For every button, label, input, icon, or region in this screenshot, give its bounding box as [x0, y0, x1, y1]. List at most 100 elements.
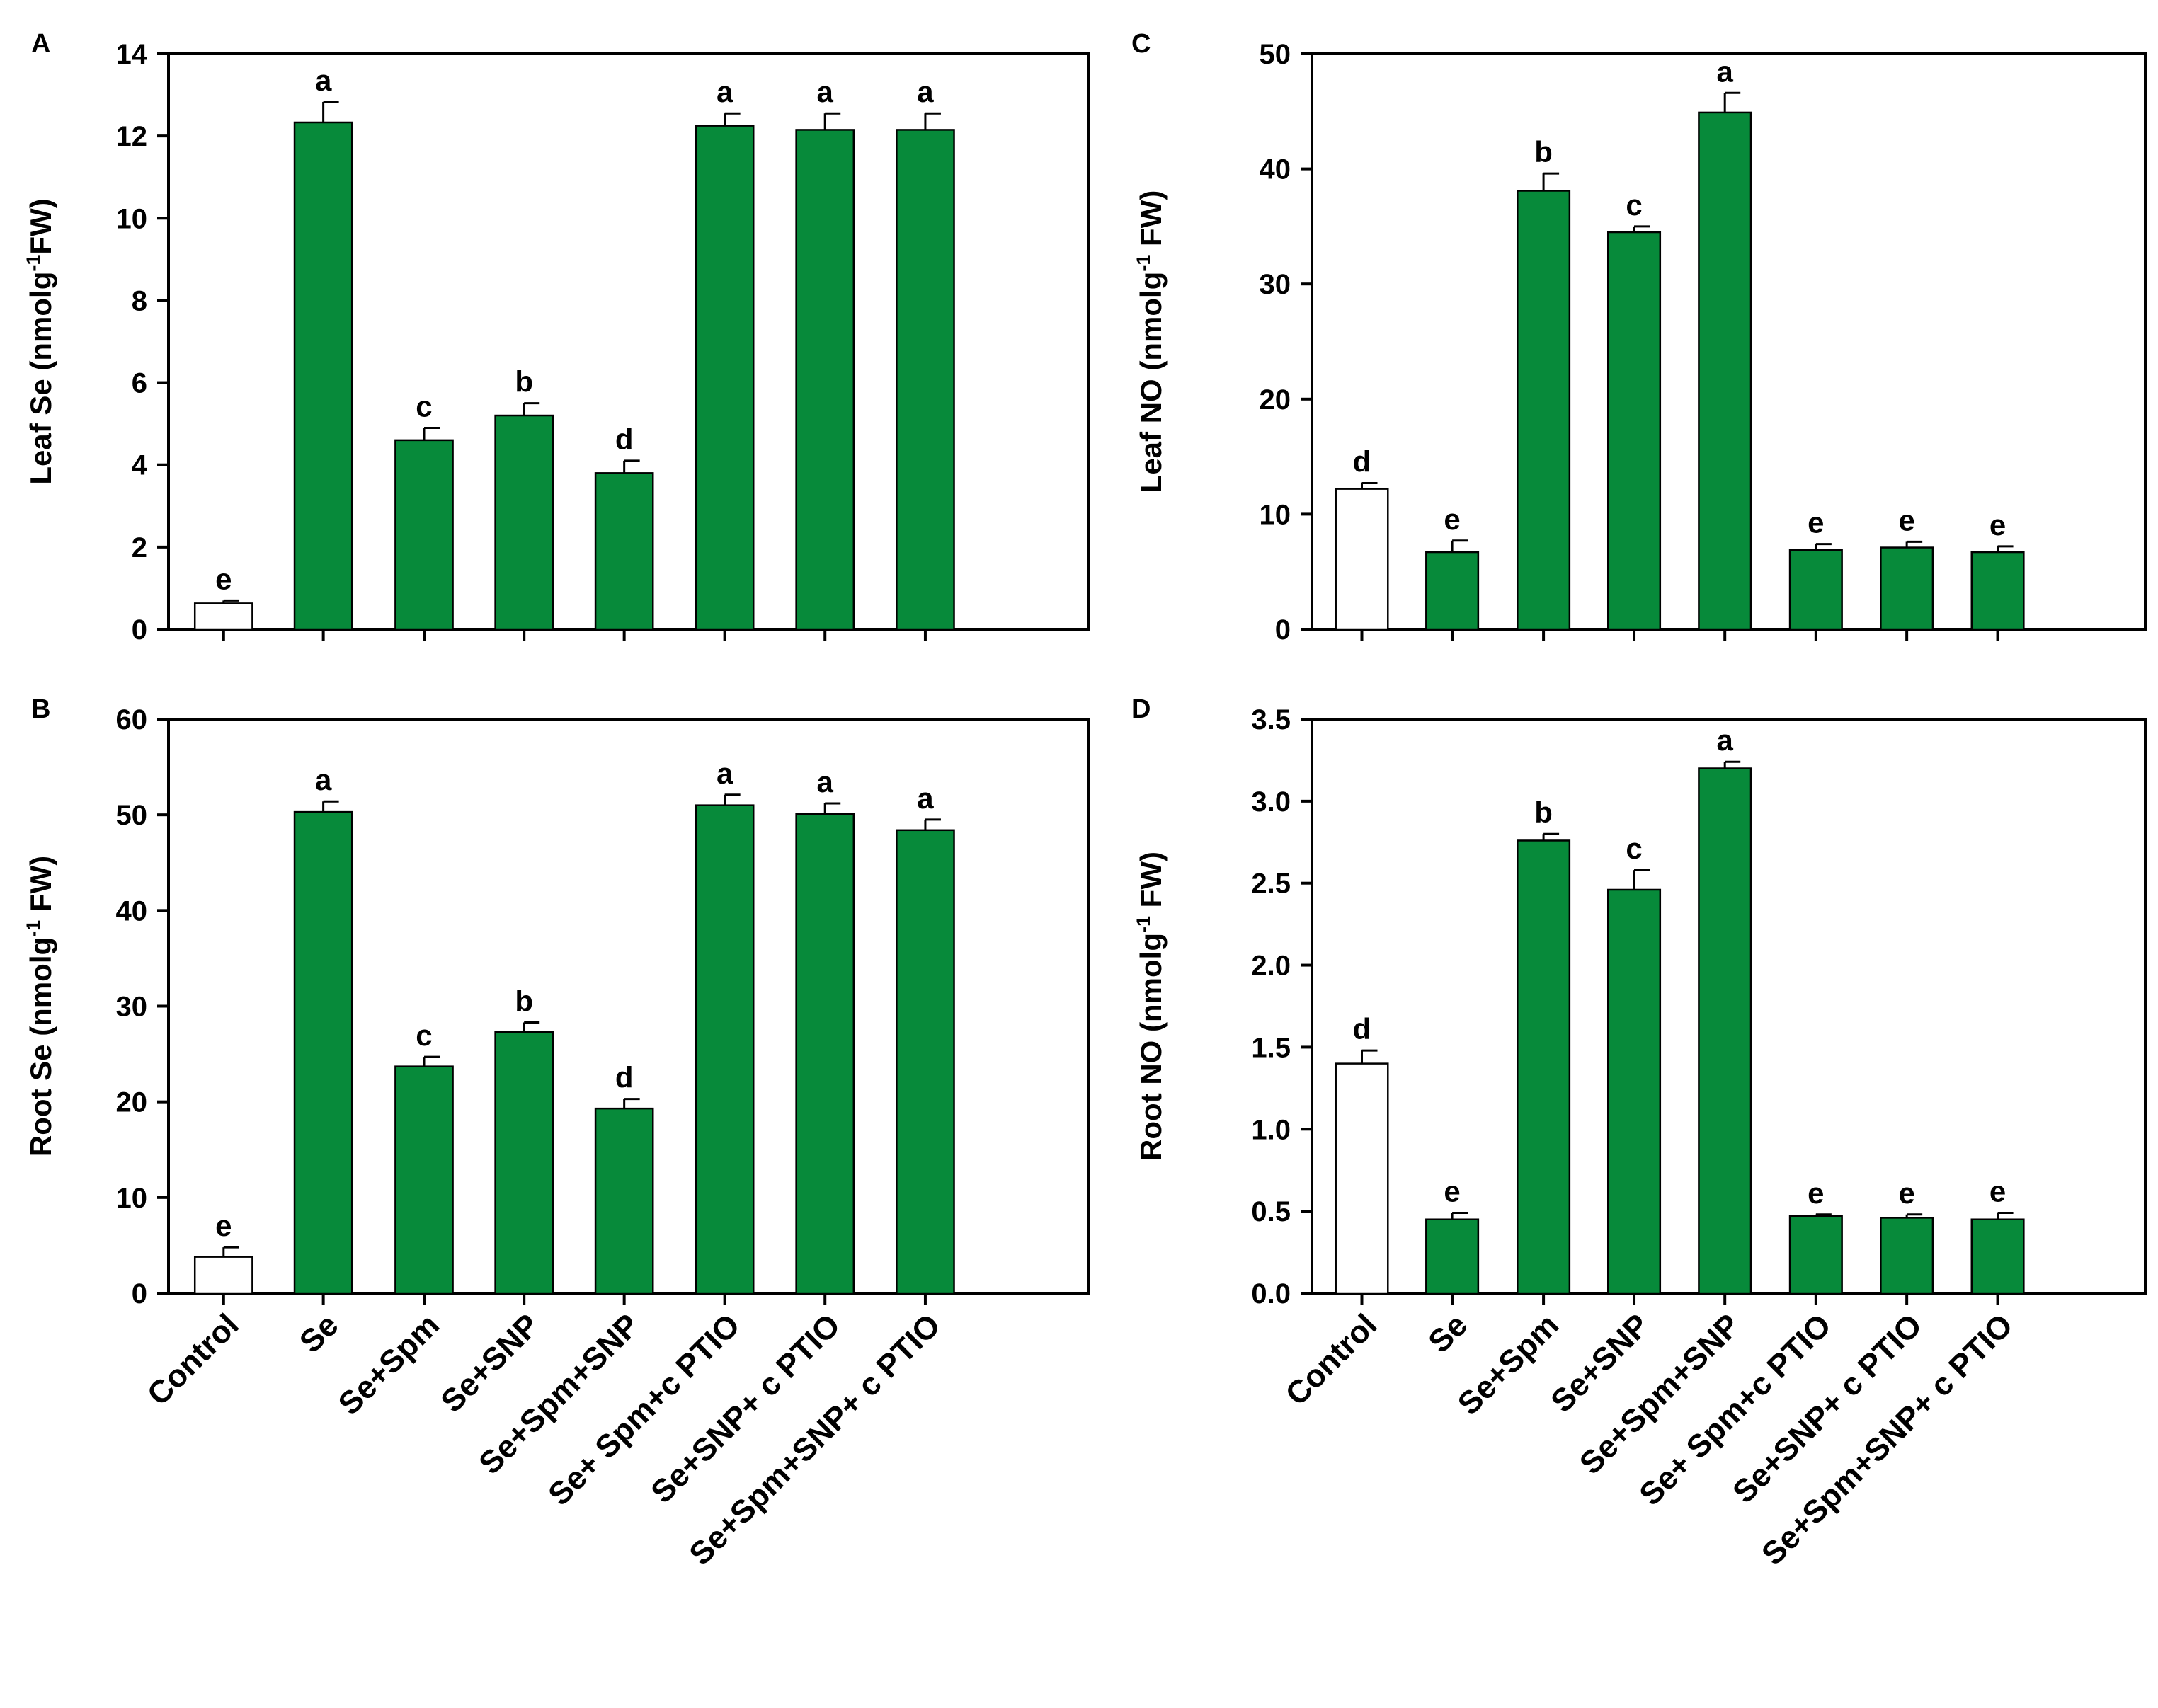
bar-c-5: [1788, 549, 1843, 631]
significance-letter: e: [1444, 503, 1460, 536]
bar-d-3: [1606, 888, 1662, 1295]
bar-b-4: [594, 1107, 654, 1295]
significance-letter: c: [416, 1019, 432, 1052]
y-axis-title-unit: FW): [24, 856, 57, 920]
y-axis-title-superscript: -1: [23, 920, 44, 937]
y-tick-label: 6: [132, 368, 147, 399]
y-tick-label: 30: [116, 992, 148, 1023]
bar-b-3: [494, 1031, 554, 1295]
category-label: Se: [292, 1307, 346, 1360]
y-tick-label: 1.5: [1251, 1032, 1291, 1063]
category-label: Control: [140, 1307, 246, 1412]
significance-letter: a: [1717, 55, 1734, 88]
category-label: Se: [1421, 1307, 1474, 1360]
bar-a-5: [695, 125, 755, 631]
y-tick-label: 10: [1260, 499, 1291, 530]
y-tick-label: 3.5: [1251, 704, 1291, 735]
significance-letter: a: [817, 75, 834, 108]
panel-letter: A: [31, 29, 50, 59]
panel-letter: B: [31, 694, 50, 724]
y-tick-label: 2.5: [1251, 869, 1291, 900]
significance-letter: e: [215, 1209, 232, 1242]
significance-letter: e: [1989, 508, 2006, 541]
y-axis-title-unit: FW): [1134, 852, 1168, 916]
significance-letter: b: [515, 984, 533, 1017]
y-tick-label: 0.0: [1251, 1278, 1291, 1309]
bar-b-7: [896, 829, 955, 1295]
y-axis-title: Root Se (nmolg-1 FW): [23, 856, 57, 1157]
significance-letter: e: [1989, 1174, 2006, 1208]
bar-a-7: [896, 129, 955, 631]
y-tick-label: 20: [1260, 384, 1291, 415]
significance-letter: a: [917, 781, 934, 815]
y-tick-label: 12: [116, 121, 148, 152]
bar-d-2: [1517, 839, 1571, 1295]
y-tick-label: 0: [132, 614, 147, 646]
bar-a-6: [795, 129, 855, 631]
y-tick-label: 3.0: [1251, 786, 1291, 818]
y-tick-label: 0.5: [1251, 1196, 1291, 1227]
significance-letter: c: [416, 389, 432, 423]
panel-b-root-se: 0102030405060eControlaSecSe+SpmbSe+SNPdS…: [23, 694, 1090, 1572]
bar-c-2: [1517, 190, 1571, 631]
y-axis-title: Leaf Se (nmolg-1FW): [23, 198, 57, 484]
significance-letter: a: [315, 763, 332, 796]
bar-b-1: [293, 810, 353, 1295]
significance-letter: a: [717, 75, 733, 108]
significance-letter: d: [615, 423, 634, 456]
bar-c-0: [1335, 488, 1389, 631]
bar-a-2: [394, 439, 454, 631]
y-tick-label: 60: [116, 704, 148, 735]
significance-letter: e: [1444, 1174, 1460, 1208]
y-axis-title-superscript: -1: [1133, 255, 1154, 272]
panel-letter: C: [1131, 29, 1151, 59]
y-axis-title: Leaf NO (nmolg-1 FW): [1133, 190, 1168, 493]
significance-letter: a: [917, 75, 934, 108]
y-tick-label: 8: [132, 285, 147, 316]
bar-d-0: [1335, 1062, 1389, 1295]
category-label: Control: [1278, 1307, 1383, 1412]
bar-d-4: [1698, 767, 1752, 1295]
bar-c-3: [1606, 231, 1662, 631]
y-axis-title-superscript: -1: [1133, 916, 1154, 933]
bar-d-1: [1425, 1218, 1480, 1295]
y-tick-label: 40: [1260, 154, 1291, 185]
y-tick-label: 10: [116, 1183, 148, 1214]
y-tick-label: 1.0: [1251, 1114, 1291, 1145]
panel-c-leaf-no: 0 10 20 30 40 50 d e b c a e e e C Leaf NO (nmolg-1 FW): [1131, 29, 2147, 646]
bar-d-5: [1788, 1215, 1843, 1295]
y-tick-label: 30: [1260, 269, 1291, 300]
y-axis-title-unit: FW): [24, 198, 57, 254]
bar-b-6: [795, 813, 855, 1295]
significance-letter: e: [215, 562, 232, 595]
y-tick-label: 2: [132, 532, 147, 563]
bar-d-7: [1970, 1218, 2025, 1295]
panel-letter: D: [1131, 694, 1151, 724]
y-tick-label: 4: [132, 450, 148, 481]
significance-letter: e: [1808, 506, 1824, 539]
y-axis-title-main: Leaf Se (nmolg: [24, 272, 57, 485]
panel-d-root-no: 0.0 0.5 1.0 1.5 2.0 2.5 3.0 3.5 d Control e Se b Se+S…: [1131, 694, 2147, 1572]
bar-a-4: [594, 472, 654, 631]
category-label: Se+Spm+SNP: [1572, 1307, 1747, 1481]
y-tick-label: 0: [132, 1278, 147, 1309]
y-axis-title-main: Root NO (nmolg: [1134, 933, 1168, 1161]
significance-letter: c: [1626, 188, 1642, 222]
significance-letter: e: [1898, 503, 1914, 537]
category-label: Se+ Spm+c PTIO: [541, 1307, 747, 1513]
y-axis-title-superscript: -1: [23, 255, 44, 272]
bar-a-3: [494, 414, 554, 631]
category-label: Se+Spm: [1451, 1307, 1566, 1422]
significance-letter: b: [1534, 135, 1553, 168]
category-label: Se+Spm: [331, 1307, 447, 1422]
bar-c-4: [1698, 111, 1752, 631]
y-tick-label: 50: [116, 800, 148, 831]
y-tick-label: 10: [116, 203, 148, 234]
y-axis-title: Root NO (nmolg-1 FW): [1133, 852, 1168, 1161]
category-label: Se+SNP+ c PTIO: [644, 1307, 847, 1510]
y-tick-label: 0: [1275, 614, 1291, 646]
significance-letter: d: [1353, 1012, 1371, 1045]
bar-a-1: [293, 121, 353, 631]
bar-b-2: [394, 1065, 454, 1295]
y-tick-label: 40: [116, 895, 148, 927]
